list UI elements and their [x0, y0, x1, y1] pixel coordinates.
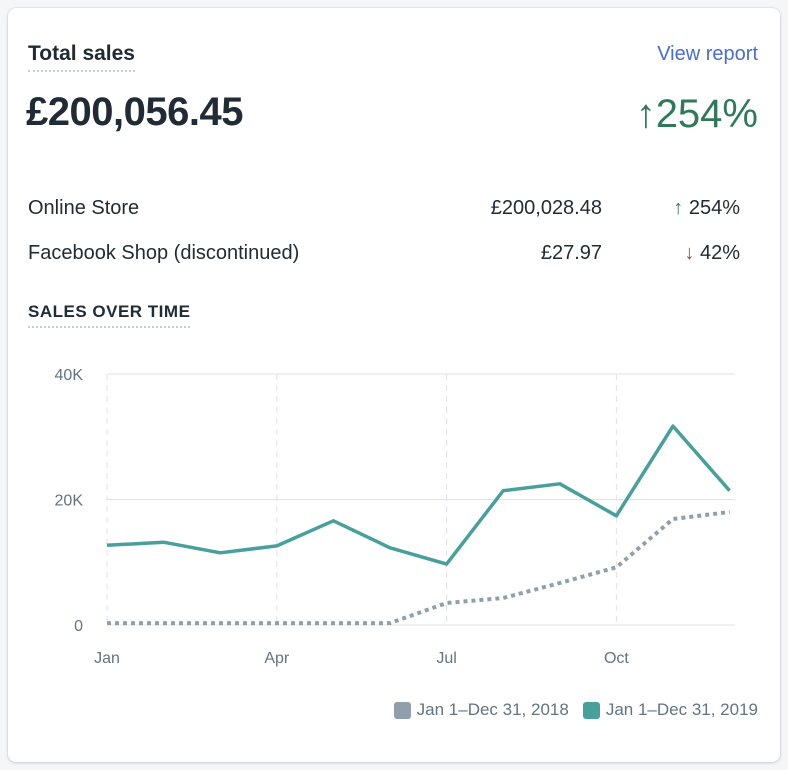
series-line-2019 [106, 424, 731, 566]
channel-change: 42% [699, 242, 740, 264]
channel-change: 254% [688, 197, 740, 219]
breakdown-row-online-store: Online Store £200,028.48 ↑ 254% [28, 197, 740, 223]
series-line-2018 [107, 510, 730, 626]
channel-amount: £27.97 [540, 242, 602, 264]
channel-name: Facebook Shop (discontinued) [28, 242, 300, 264]
total-change-badge: ↑254% [635, 92, 758, 136]
legend-label: Jan 1–Dec 31, 2019 [605, 700, 758, 719]
legend-item-2018: Jan 1–Dec 31, 2018 [393, 700, 569, 720]
x-tick-label: Jan [94, 650, 120, 667]
arrow-up-icon: ↑ [673, 197, 684, 219]
legend-label: Jan 1–Dec 31, 2018 [416, 700, 569, 719]
x-tick-label: Jul [436, 650, 456, 667]
y-tick-label: 20K [55, 493, 84, 510]
chart-title[interactable]: SALES OVER TIME [28, 302, 191, 328]
x-tick-label: Oct [604, 650, 629, 667]
x-tick-label: Apr [264, 650, 290, 667]
view-report-link[interactable]: View report [657, 43, 758, 65]
breakdown-row-facebook-shop: Facebook Shop (discontinued) £27.97 ↓ 42… [28, 242, 740, 268]
total-sales-card [8, 8, 780, 762]
arrow-down-icon: ↓ [684, 242, 695, 264]
legend-swatch [582, 701, 600, 719]
channel-name: Online Store [28, 197, 140, 219]
legend-swatch [393, 701, 411, 719]
channel-amount: £200,028.48 [490, 197, 602, 219]
total-sales-value: £200,056.45 [26, 90, 243, 134]
y-tick-label: 0 [74, 618, 83, 635]
y-tick-label: 40K [55, 367, 84, 384]
chart-legend: Jan 1–Dec 31, 2018 Jan 1–Dec 31, 2019 [393, 700, 758, 720]
legend-item-2019: Jan 1–Dec 31, 2019 [582, 700, 758, 720]
card-title[interactable]: Total sales [28, 42, 135, 72]
